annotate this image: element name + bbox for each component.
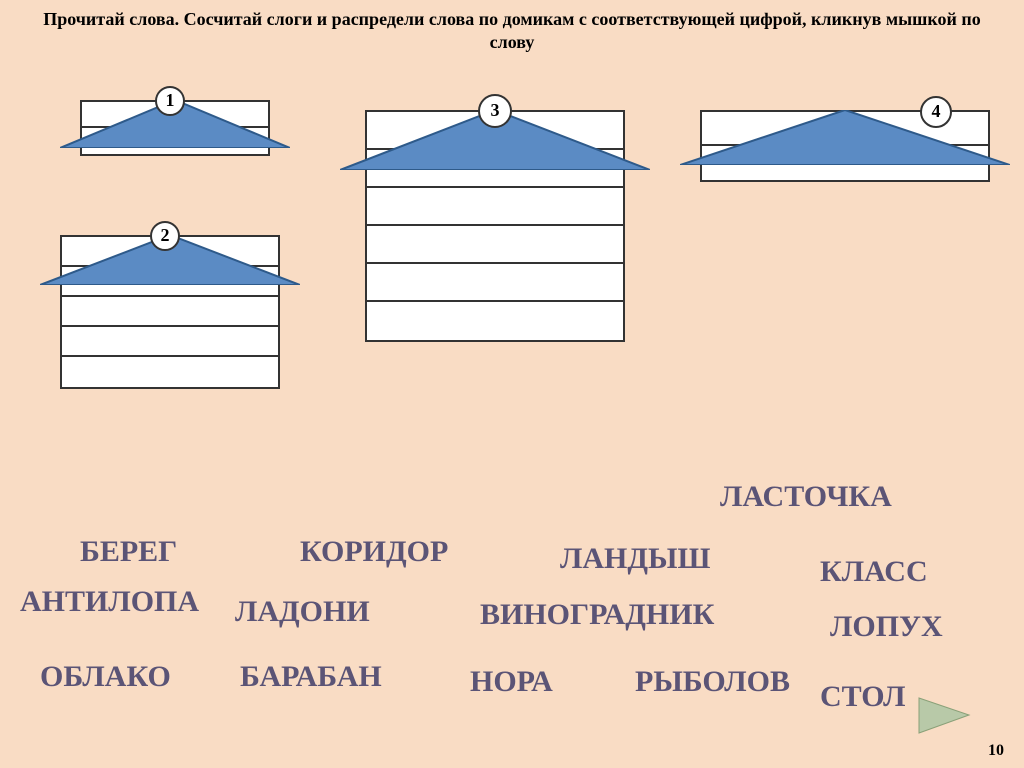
page-number: 10 <box>988 742 1004 760</box>
word-item[interactable]: ЛОПУХ <box>830 610 943 644</box>
house-2: 2 <box>40 235 300 389</box>
word-item[interactable]: НОРА <box>470 665 553 699</box>
house-slot[interactable] <box>367 226 623 264</box>
word-item[interactable]: БАРАБАН <box>240 660 382 694</box>
word-item[interactable]: ЛАНДЫШ <box>560 542 710 576</box>
word-item[interactable]: ОБЛАКО <box>40 660 171 694</box>
house-1: 1 <box>60 100 290 156</box>
word-item[interactable]: КЛАСС <box>820 555 928 589</box>
house-4: 4 <box>680 110 1010 182</box>
word-item[interactable]: СТОЛ <box>820 680 905 714</box>
house-badge-1: 1 <box>155 86 185 116</box>
house-badge-4: 4 <box>920 96 952 128</box>
house-slot[interactable] <box>62 297 278 327</box>
word-item[interactable]: ЛАДОНИ <box>235 595 370 629</box>
house-slot[interactable] <box>62 357 278 387</box>
word-item[interactable]: ЛАСТОЧКА <box>720 480 892 514</box>
house-badge-2: 2 <box>150 221 180 251</box>
house-badge-3: 3 <box>478 94 512 128</box>
house-slot[interactable] <box>62 327 278 357</box>
word-item[interactable]: БЕРЕГ <box>80 535 177 569</box>
word-item[interactable]: РЫБОЛОВ <box>635 665 790 699</box>
house-slot[interactable] <box>367 302 623 340</box>
arrow-right-icon <box>914 693 974 738</box>
house-3: 3 <box>340 110 650 342</box>
word-item[interactable]: КОРИДОР <box>300 535 448 569</box>
houses-container: 1234 <box>0 55 1024 485</box>
next-arrow[interactable] <box>914 693 974 743</box>
word-item[interactable]: ВИНОГРАДНИК <box>480 598 714 632</box>
word-item[interactable]: АНТИЛОПА <box>20 585 199 619</box>
house-slot[interactable] <box>367 264 623 302</box>
house-slot[interactable] <box>367 188 623 226</box>
instruction-text: Прочитай слова. Сосчитай слоги и распред… <box>0 0 1024 55</box>
